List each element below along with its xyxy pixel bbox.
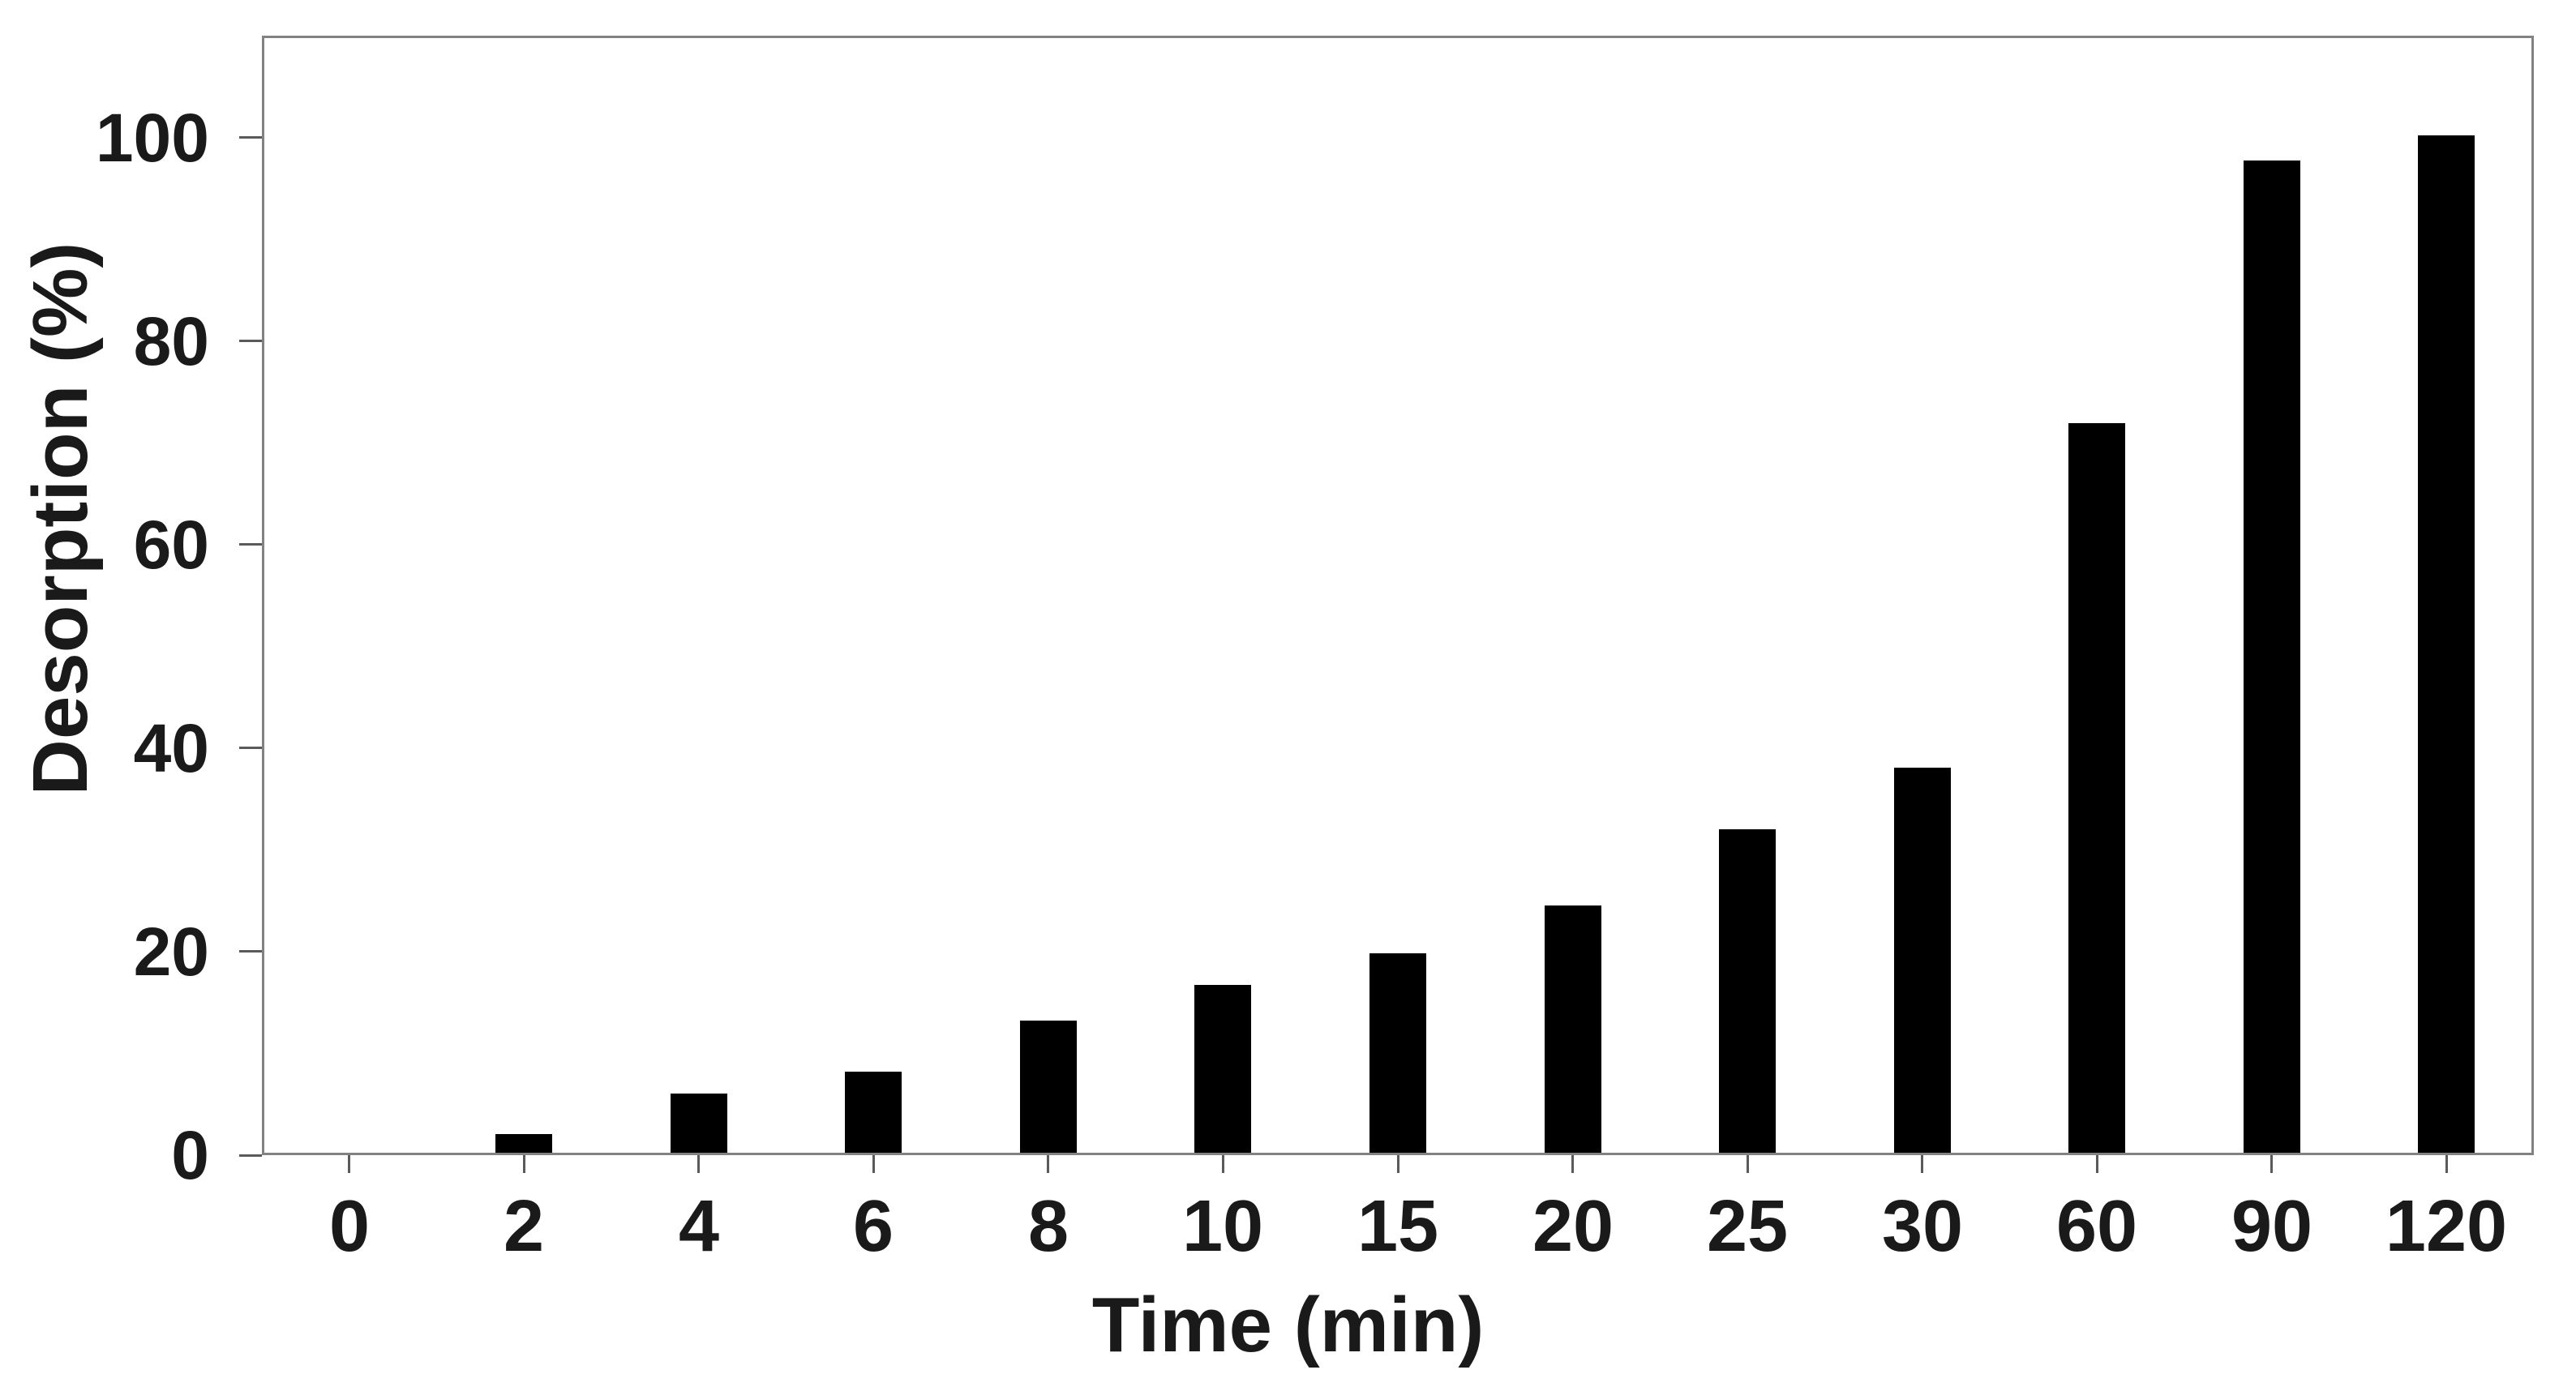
x-tick-mark-8 [1047,1155,1049,1173]
plot-area [262,36,2534,1155]
bar-60min [2068,423,2126,1153]
y-tick-label-80: 80 [133,303,209,379]
y-tick-label-0: 0 [171,1117,209,1193]
x-tick-mark-120 [2445,1155,2448,1173]
y-tick-label-20: 20 [133,914,209,990]
bar-8min [1019,1021,1077,1153]
bar-6min [845,1072,902,1153]
bar-20min [1544,905,1601,1153]
y-tick-mark-0 [239,1154,262,1157]
bar-120min [2418,135,2475,1153]
x-tick-mark-15 [1397,1155,1399,1173]
x-tick-mark-2 [523,1155,525,1173]
x-tick-mark-10 [1222,1155,1224,1173]
x-tick-label-10: 10 [1181,1186,1264,1267]
x-tick-mark-4 [697,1155,700,1173]
bar-15min [1369,953,1426,1153]
bar-25min [1719,829,1777,1153]
x-tick-label-60: 60 [2055,1186,2138,1267]
bar-4min [670,1094,727,1153]
x-tick-label-8: 8 [1027,1186,1069,1267]
x-tick-label-15: 15 [1357,1186,1439,1267]
x-tick-mark-30 [1921,1155,1923,1173]
x-tick-label-0: 0 [328,1186,371,1267]
x-tick-label-25: 25 [1706,1186,1789,1267]
x-tick-label-6: 6 [852,1186,894,1267]
y-tick-label-40: 40 [133,710,209,786]
y-tick-mark-40 [239,747,262,749]
x-tick-mark-0 [348,1155,350,1173]
bar-30min [1893,768,1951,1153]
y-tick-mark-80 [239,340,262,342]
x-tick-mark-20 [1571,1155,1574,1173]
x-tick-label-30: 30 [1881,1186,1964,1267]
x-tick-label-90: 90 [2231,1186,2313,1267]
y-tick-label-100: 100 [95,100,209,176]
x-tick-mark-25 [1747,1155,1749,1173]
x-tick-label-2: 2 [503,1186,545,1267]
bar-2min [495,1134,553,1153]
y-tick-mark-20 [239,950,262,952]
x-tick-label-120: 120 [2385,1186,2508,1267]
x-tick-mark-90 [2270,1155,2273,1173]
x-tick-label-4: 4 [678,1186,720,1267]
x-tick-mark-60 [2096,1155,2098,1173]
y-tick-mark-100 [239,136,262,139]
bar-10min [1194,985,1252,1153]
y-tick-label-60: 60 [133,507,209,583]
x-tick-label-20: 20 [1532,1186,1614,1267]
x-axis-title: Time (min) [1091,1282,1485,1368]
bar-90min [2243,161,2300,1153]
x-tick-mark-6 [872,1155,875,1173]
y-tick-mark-60 [239,543,262,546]
